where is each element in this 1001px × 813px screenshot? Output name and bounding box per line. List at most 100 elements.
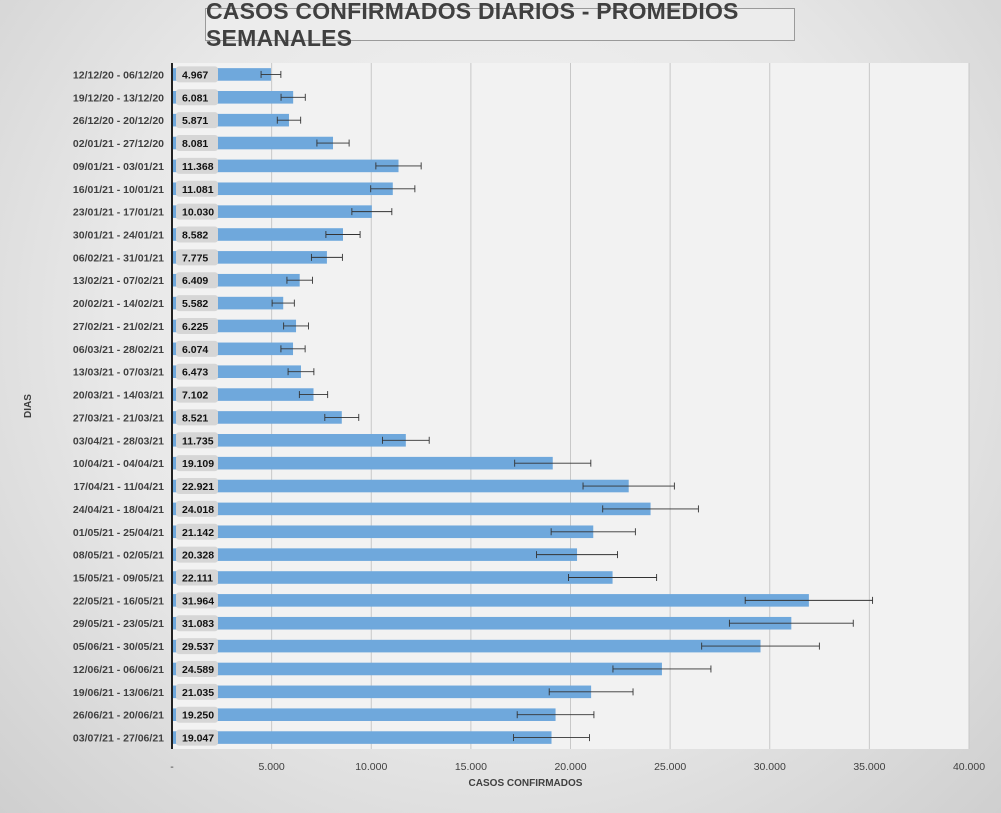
data-label-box bbox=[176, 363, 218, 380]
x-tick-label: 20.000 bbox=[554, 761, 586, 773]
category-label: 05/06/21 - 30/05/21 bbox=[73, 641, 164, 653]
data-label: 8.521 bbox=[182, 412, 208, 424]
data-label: 21.142 bbox=[182, 527, 214, 539]
data-label: 5.582 bbox=[182, 298, 208, 310]
category-label: 12/12/20 - 06/12/20 bbox=[73, 69, 164, 81]
bar bbox=[172, 548, 578, 561]
bar bbox=[172, 479, 629, 493]
data-label: 10.030 bbox=[182, 207, 214, 219]
data-label: 22.111 bbox=[182, 573, 213, 585]
bar bbox=[172, 434, 406, 447]
category-label: 12/06/21 - 06/06/21 bbox=[73, 664, 164, 676]
data-label: 7.102 bbox=[182, 390, 208, 402]
data-label-box bbox=[176, 729, 218, 746]
data-label: 8.582 bbox=[182, 230, 208, 242]
data-label: 29.537 bbox=[182, 641, 214, 653]
bar bbox=[172, 616, 792, 630]
data-label-box bbox=[176, 546, 218, 563]
data-label: 31.964 bbox=[182, 595, 214, 607]
bar bbox=[172, 571, 613, 584]
x-tick-label: 15.000 bbox=[455, 761, 487, 773]
bar bbox=[172, 639, 761, 653]
data-label: 11.081 bbox=[182, 184, 214, 196]
data-label-box bbox=[176, 706, 218, 723]
bar bbox=[172, 502, 651, 516]
data-label: 6.081 bbox=[182, 92, 208, 104]
data-label-box bbox=[176, 89, 218, 106]
bar bbox=[172, 159, 399, 173]
data-label-box bbox=[176, 615, 218, 632]
category-label: 09/01/21 - 03/01/21 bbox=[73, 161, 164, 173]
category-label: 30/01/21 - 24/01/21 bbox=[73, 230, 164, 242]
category-label: 22/05/21 - 16/05/21 bbox=[73, 595, 164, 607]
category-label: 23/01/21 - 17/01/21 bbox=[73, 207, 164, 219]
bar bbox=[172, 594, 809, 607]
category-label: 24/04/21 - 18/04/21 bbox=[73, 504, 164, 516]
category-label: 01/05/21 - 25/04/21 bbox=[73, 527, 164, 539]
bar bbox=[172, 456, 553, 470]
data-label: 20.328 bbox=[182, 550, 214, 562]
data-label: 24.018 bbox=[182, 504, 214, 516]
data-label: 22.921 bbox=[182, 481, 214, 493]
data-label-box bbox=[176, 135, 218, 152]
category-label: 26/12/20 - 20/12/20 bbox=[73, 115, 164, 127]
x-tick-label: 35.000 bbox=[853, 761, 885, 773]
data-label-box bbox=[176, 409, 218, 426]
data-label: 11.368 bbox=[182, 161, 214, 173]
category-label: 10/04/21 - 04/04/21 bbox=[73, 458, 164, 470]
x-tick-label: 5.000 bbox=[258, 761, 284, 773]
bar bbox=[172, 182, 393, 196]
x-tick-label: 10.000 bbox=[355, 761, 387, 773]
data-label-box bbox=[176, 272, 218, 289]
data-label-box bbox=[176, 432, 218, 449]
x-axis-title: CASOS CONFIRMADOS bbox=[469, 778, 583, 789]
x-tick-label: 30.000 bbox=[754, 761, 786, 773]
data-label: 4.967 bbox=[182, 69, 208, 81]
data-label: 7.775 bbox=[182, 252, 208, 264]
data-label-box bbox=[176, 523, 218, 540]
data-label: 6.225 bbox=[182, 321, 208, 333]
bar bbox=[172, 525, 594, 539]
category-label: 29/05/21 - 23/05/21 bbox=[73, 618, 164, 630]
category-label: 16/01/21 - 10/01/21 bbox=[73, 184, 164, 196]
category-label: 17/04/21 - 11/04/21 bbox=[74, 481, 165, 493]
category-label: 15/05/21 - 09/05/21 bbox=[73, 573, 164, 585]
category-label: 27/03/21 - 21/03/21 bbox=[73, 412, 164, 424]
data-label: 24.589 bbox=[182, 664, 214, 676]
data-label-box bbox=[176, 455, 218, 472]
category-label: 20/03/21 - 14/03/21 bbox=[73, 390, 164, 402]
data-label-box bbox=[176, 478, 218, 495]
data-label-box bbox=[176, 66, 218, 83]
data-label-box bbox=[176, 157, 218, 174]
data-label: 19.250 bbox=[182, 710, 214, 722]
category-label: 13/03/21 - 07/03/21 bbox=[73, 367, 164, 379]
data-label-box bbox=[176, 660, 218, 677]
x-tick-label: - bbox=[170, 761, 174, 773]
data-label-box bbox=[176, 638, 218, 655]
y-axis-title: DIAS bbox=[23, 394, 34, 418]
bar bbox=[172, 205, 372, 218]
data-label-box bbox=[176, 112, 218, 129]
data-label-box bbox=[176, 226, 218, 243]
data-label: 19.109 bbox=[182, 458, 214, 470]
category-label: 03/07/21 - 27/06/21 bbox=[73, 733, 164, 745]
data-label-box bbox=[176, 683, 218, 700]
bar bbox=[172, 662, 662, 676]
category-label: 19/06/21 - 13/06/21 bbox=[73, 687, 164, 699]
category-label: 20/02/21 - 14/02/21 bbox=[73, 298, 164, 310]
category-label: 08/05/21 - 02/05/21 bbox=[73, 550, 164, 562]
category-label: 06/03/21 - 28/02/21 bbox=[73, 344, 164, 356]
category-label: 19/12/20 - 13/12/20 bbox=[73, 92, 164, 104]
category-label: 26/06/21 - 20/06/21 bbox=[73, 710, 164, 722]
data-label-box bbox=[176, 203, 218, 220]
data-label-box bbox=[176, 386, 218, 403]
data-label-box bbox=[176, 249, 218, 266]
category-label: 06/02/21 - 31/01/21 bbox=[73, 252, 164, 264]
data-label: 6.409 bbox=[182, 275, 208, 287]
data-label: 5.871 bbox=[182, 115, 208, 127]
bar bbox=[172, 708, 556, 721]
category-label: 13/02/21 - 07/02/21 bbox=[73, 275, 164, 287]
data-label-box bbox=[176, 340, 218, 357]
